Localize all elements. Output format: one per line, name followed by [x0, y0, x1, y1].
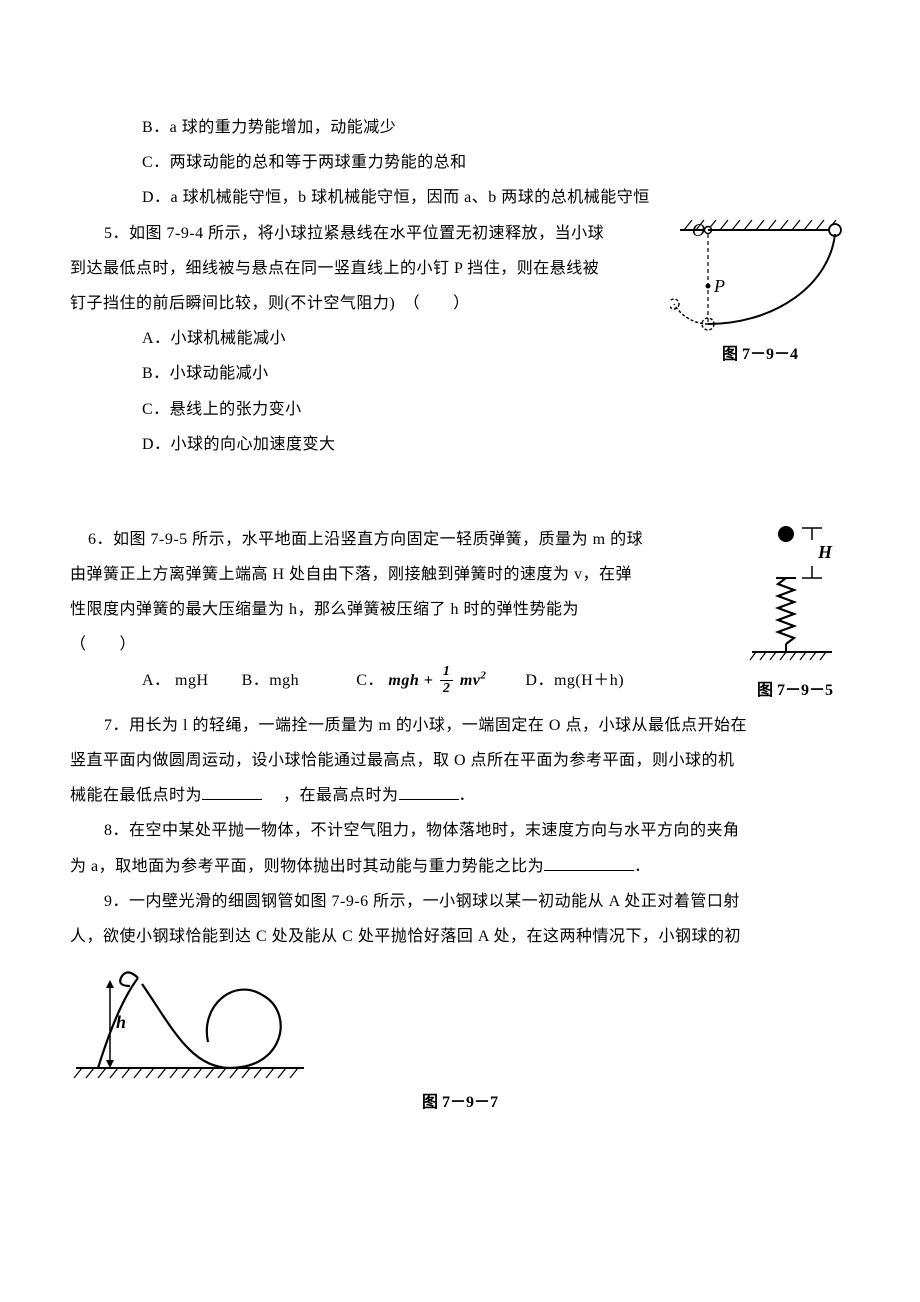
q6-stem-1: 6．如图 7-9-5 所示，水平地面上沿竖直方向固定一轻质弹簧，质量为 m 的球 [70, 522, 850, 557]
q5-option-d: D．小球的向心加速度变大 [70, 427, 850, 462]
label-O: O [692, 220, 705, 240]
q9-line1: 9．一内壁光滑的细圆钢管如图 7-9-6 所示，一小钢球以某一初动能从 A 处正… [70, 884, 850, 919]
q7-line1: 7．用长为 l 的轻绳，一端拴一质量为 m 的小球，一端固定在 O 点，小球从最… [70, 708, 850, 743]
q6-stem-2: 由弹簧正上方离弹簧上端高 H 处自由下落，刚接触到弹簧时的速度为 v，在弹 [70, 557, 850, 592]
q7-line2: 竖直平面内做圆周运动，设小球恰能通过最高点，取 O 点所在平面为参考平面，则小球… [70, 743, 850, 778]
q6-option-c: C． mgh + 12 mv2 [356, 672, 491, 689]
q4-option-c: C．两球动能的总和等于两球重力势能的总和 [70, 145, 850, 180]
q6-stem-4: （ ） [70, 627, 850, 662]
label-H: H [817, 542, 833, 562]
q6-option-a: A． mgH [142, 672, 209, 689]
q8-blank[interactable] [544, 852, 634, 871]
q6-options: A． mgH B．mgh C． mgh + 12 mv2 D．mg(H＋h) [70, 663, 850, 698]
figure-7-9-4: O P 图 7－9－4 [670, 216, 850, 364]
figure-7-9-4-svg: O P [670, 216, 850, 336]
q6-option-b: B．mgh [242, 672, 300, 689]
q6-option-d: D．mg(H＋h) [525, 672, 624, 689]
q9-line2: 人，欲使小钢球恰能到达 C 处及能从 C 处平抛恰好落回 A 处，在这两种情况下… [70, 919, 850, 954]
q7-blank-1[interactable] [202, 782, 262, 801]
figure-7-9-4-caption: 图 7－9－4 [670, 340, 850, 364]
q7-blank-2[interactable] [399, 782, 459, 801]
label-P: P [713, 276, 725, 296]
label-h: h [116, 1012, 126, 1032]
q6-stem-3: 性限度内弹簧的最大压缩量为 h，那么弹簧被压缩了 h 时的弹性势能为 [70, 592, 850, 627]
figure-7-9-7: h 图 7－9－7 [70, 964, 850, 1112]
figure-7-9-7-caption: 图 7－9－7 [70, 1088, 850, 1112]
q4-option-b: B．a 球的重力势能增加，动能减少 [70, 110, 850, 145]
figure-7-9-5-svg: H [740, 522, 840, 672]
q4-option-d: D．a 球机械能守恒，b 球机械能守恒，因而 a、b 两球的总机械能守恒 [70, 180, 850, 215]
q8-line2: 为 a，取地面为参考平面，则物体抛出时其动能与重力势能之比为． [70, 849, 850, 884]
q8-line1: 8．在空中某处平抛一物体，不计空气阻力，物体落地时，末速度方向与水平方向的夹角 [70, 813, 850, 848]
figure-7-9-7-svg: h [70, 964, 310, 1084]
figure-7-9-5-caption: 图 7－9－5 [740, 676, 850, 700]
q5-option-c: C．悬线上的张力变小 [70, 392, 850, 427]
q7-line3: 械能在最低点时为 ，在最高点时为． [70, 778, 850, 813]
figure-7-9-5: H 图 7－9－5 [740, 522, 850, 700]
